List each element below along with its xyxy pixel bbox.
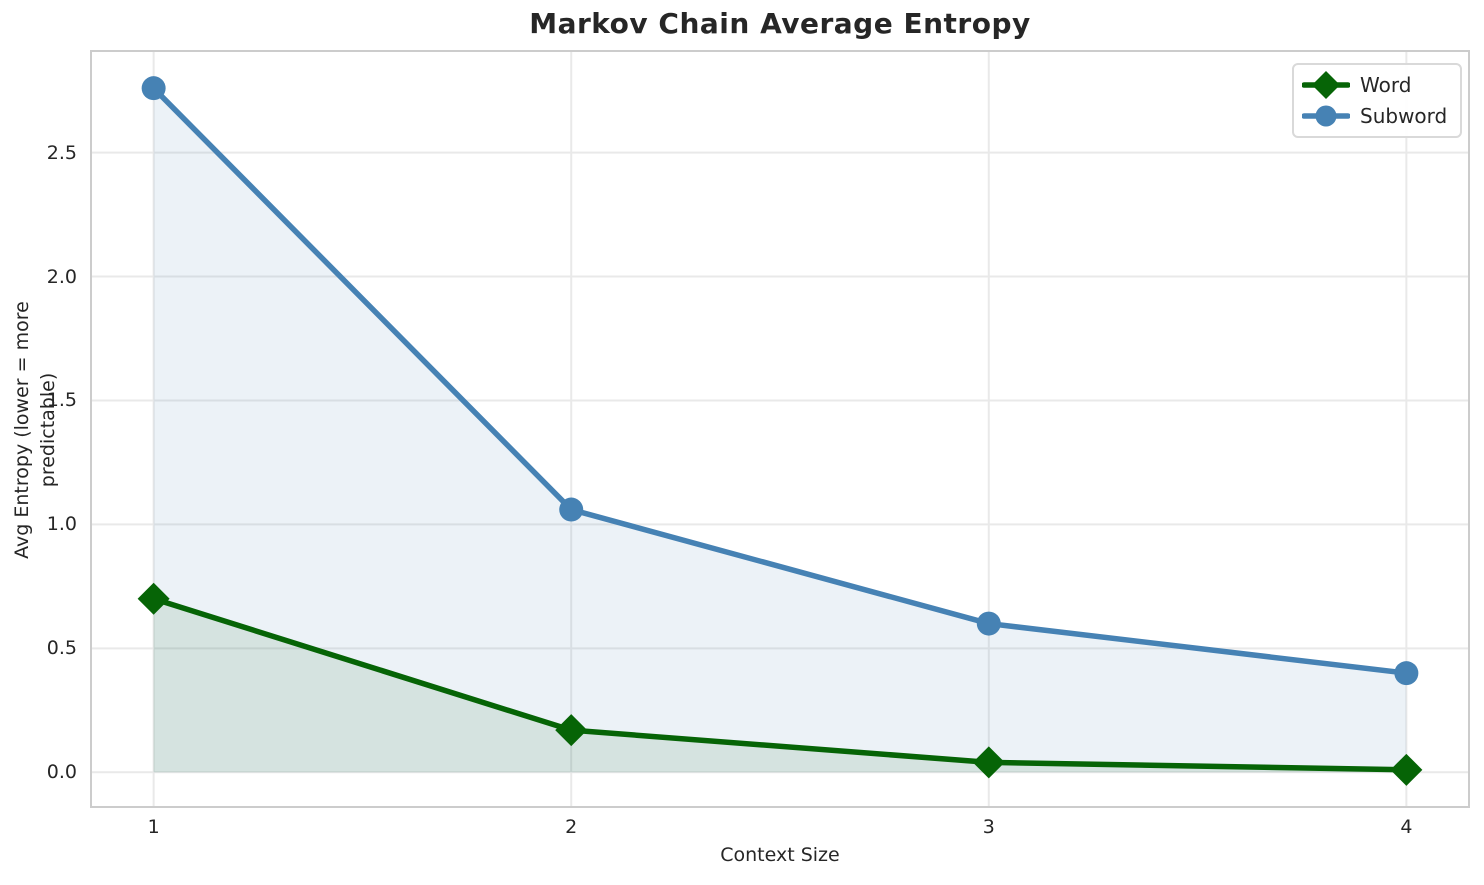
diamond-marker-icon [1302, 71, 1350, 99]
y-tick-label: 0.0 [46, 761, 77, 784]
legend-label: Subword [1360, 104, 1448, 128]
diamond-marker-word [137, 582, 170, 615]
circle-marker-icon [1302, 105, 1350, 127]
y-axis-label: Avg Entropy (lower = more predictable) [11, 301, 59, 559]
legend-label: Word [1360, 73, 1412, 97]
legend-item-subword: Subword [1302, 101, 1447, 131]
x-tick-label: 1 [147, 816, 160, 838]
series-line-word [150, 596, 1410, 773]
x-axis-label: Context Size [720, 844, 840, 866]
diamond-marker-word [555, 714, 588, 747]
x-tick-label: 2 [565, 816, 578, 838]
chart-title: Markov Chain Average Entropy [529, 7, 1031, 40]
y-tick-label: 1.5 [46, 389, 77, 412]
legend: Word Subword [1292, 63, 1463, 138]
diamond-marker-word [972, 746, 1005, 779]
y-tick-label: 2.0 [46, 265, 77, 288]
circle-marker-subword [976, 611, 1001, 636]
y-tick-label: 1.0 [46, 513, 77, 536]
circle-marker-subword [559, 497, 584, 522]
y-tick-label: 0.5 [46, 637, 77, 660]
circle-marker-subword [1394, 661, 1419, 686]
area-fill-subword [153, 88, 1407, 773]
area-fill-word [153, 598, 1407, 773]
legend-item-word: Word [1302, 70, 1447, 100]
plot-border [90, 50, 1470, 808]
diamond-marker-word [1390, 753, 1423, 786]
y-tick-label: 2.5 [46, 141, 77, 164]
x-tick-label: 3 [982, 816, 995, 838]
x-tick-label: 4 [1400, 816, 1413, 838]
circle-marker-subword [141, 76, 166, 101]
series-line-subword [150, 85, 1410, 676]
